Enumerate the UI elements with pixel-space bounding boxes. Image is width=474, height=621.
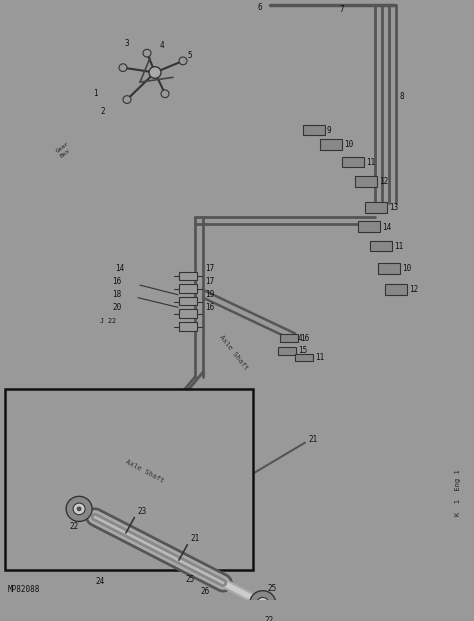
Text: 6: 6: [258, 3, 263, 12]
Text: 2: 2: [100, 107, 105, 116]
Bar: [179, 271, 197, 280]
Bar: [179, 322, 197, 330]
Circle shape: [66, 496, 92, 522]
Bar: [320, 139, 342, 150]
Text: 11: 11: [394, 242, 403, 251]
Text: 10: 10: [402, 264, 411, 273]
Text: 24: 24: [95, 578, 104, 586]
Text: 14: 14: [382, 222, 391, 232]
Text: 11: 11: [315, 353, 324, 362]
Text: 8: 8: [400, 92, 405, 101]
Text: 12: 12: [379, 177, 388, 186]
Text: 20: 20: [112, 303, 121, 312]
Text: 21: 21: [308, 435, 317, 444]
Text: 10: 10: [344, 140, 353, 150]
Circle shape: [257, 597, 269, 609]
Text: K  1  Eng 1: K 1 Eng 1: [455, 469, 461, 516]
Bar: [358, 221, 380, 232]
Text: 17: 17: [205, 264, 214, 273]
Bar: [378, 263, 400, 273]
Bar: [5, 389, 253, 570]
Text: 17: 17: [205, 277, 214, 286]
Circle shape: [119, 64, 127, 71]
Text: 16: 16: [112, 277, 121, 286]
Circle shape: [73, 503, 85, 515]
Text: Gear
Box: Gear Box: [55, 141, 73, 159]
Bar: [278, 347, 296, 355]
Text: 22: 22: [69, 522, 78, 531]
Text: 9: 9: [327, 126, 332, 135]
Bar: [179, 297, 197, 306]
Circle shape: [143, 49, 151, 57]
Text: 4: 4: [160, 41, 164, 50]
Text: 4: 4: [298, 333, 302, 343]
Text: 15: 15: [298, 347, 307, 355]
Circle shape: [161, 90, 169, 97]
Text: 26: 26: [200, 587, 209, 596]
Bar: [370, 241, 392, 252]
Text: 21: 21: [191, 535, 200, 543]
Text: Axle Shaft: Axle Shaft: [125, 459, 165, 484]
Text: 14: 14: [115, 264, 124, 273]
Bar: [355, 176, 377, 186]
Text: 13: 13: [389, 203, 398, 212]
Text: 25: 25: [268, 584, 277, 593]
Bar: [295, 354, 313, 361]
Circle shape: [261, 601, 265, 605]
Text: 1: 1: [93, 89, 98, 98]
Text: 16: 16: [300, 333, 309, 343]
Circle shape: [250, 591, 276, 616]
Bar: [179, 309, 197, 318]
Text: MP82088: MP82088: [8, 585, 40, 594]
Text: 11: 11: [366, 158, 375, 167]
Circle shape: [123, 96, 131, 104]
Bar: [179, 284, 197, 293]
Text: J 22: J 22: [100, 318, 116, 324]
Text: 19: 19: [205, 290, 214, 299]
Text: 7: 7: [340, 5, 345, 14]
Text: 25: 25: [185, 576, 194, 584]
Bar: [385, 284, 407, 295]
Bar: [280, 334, 298, 342]
Text: 12: 12: [409, 286, 418, 294]
Text: 16: 16: [205, 303, 214, 312]
Circle shape: [179, 57, 187, 65]
Circle shape: [149, 66, 161, 78]
Text: 3: 3: [125, 39, 129, 48]
Text: 22: 22: [265, 616, 274, 621]
Circle shape: [77, 507, 81, 511]
Bar: [342, 156, 364, 167]
Text: 5: 5: [187, 50, 191, 60]
Bar: [365, 202, 387, 212]
Text: 23: 23: [138, 507, 147, 516]
Bar: [303, 125, 325, 135]
Text: 18: 18: [112, 290, 121, 299]
Text: Axle Shaft: Axle Shaft: [218, 334, 249, 371]
